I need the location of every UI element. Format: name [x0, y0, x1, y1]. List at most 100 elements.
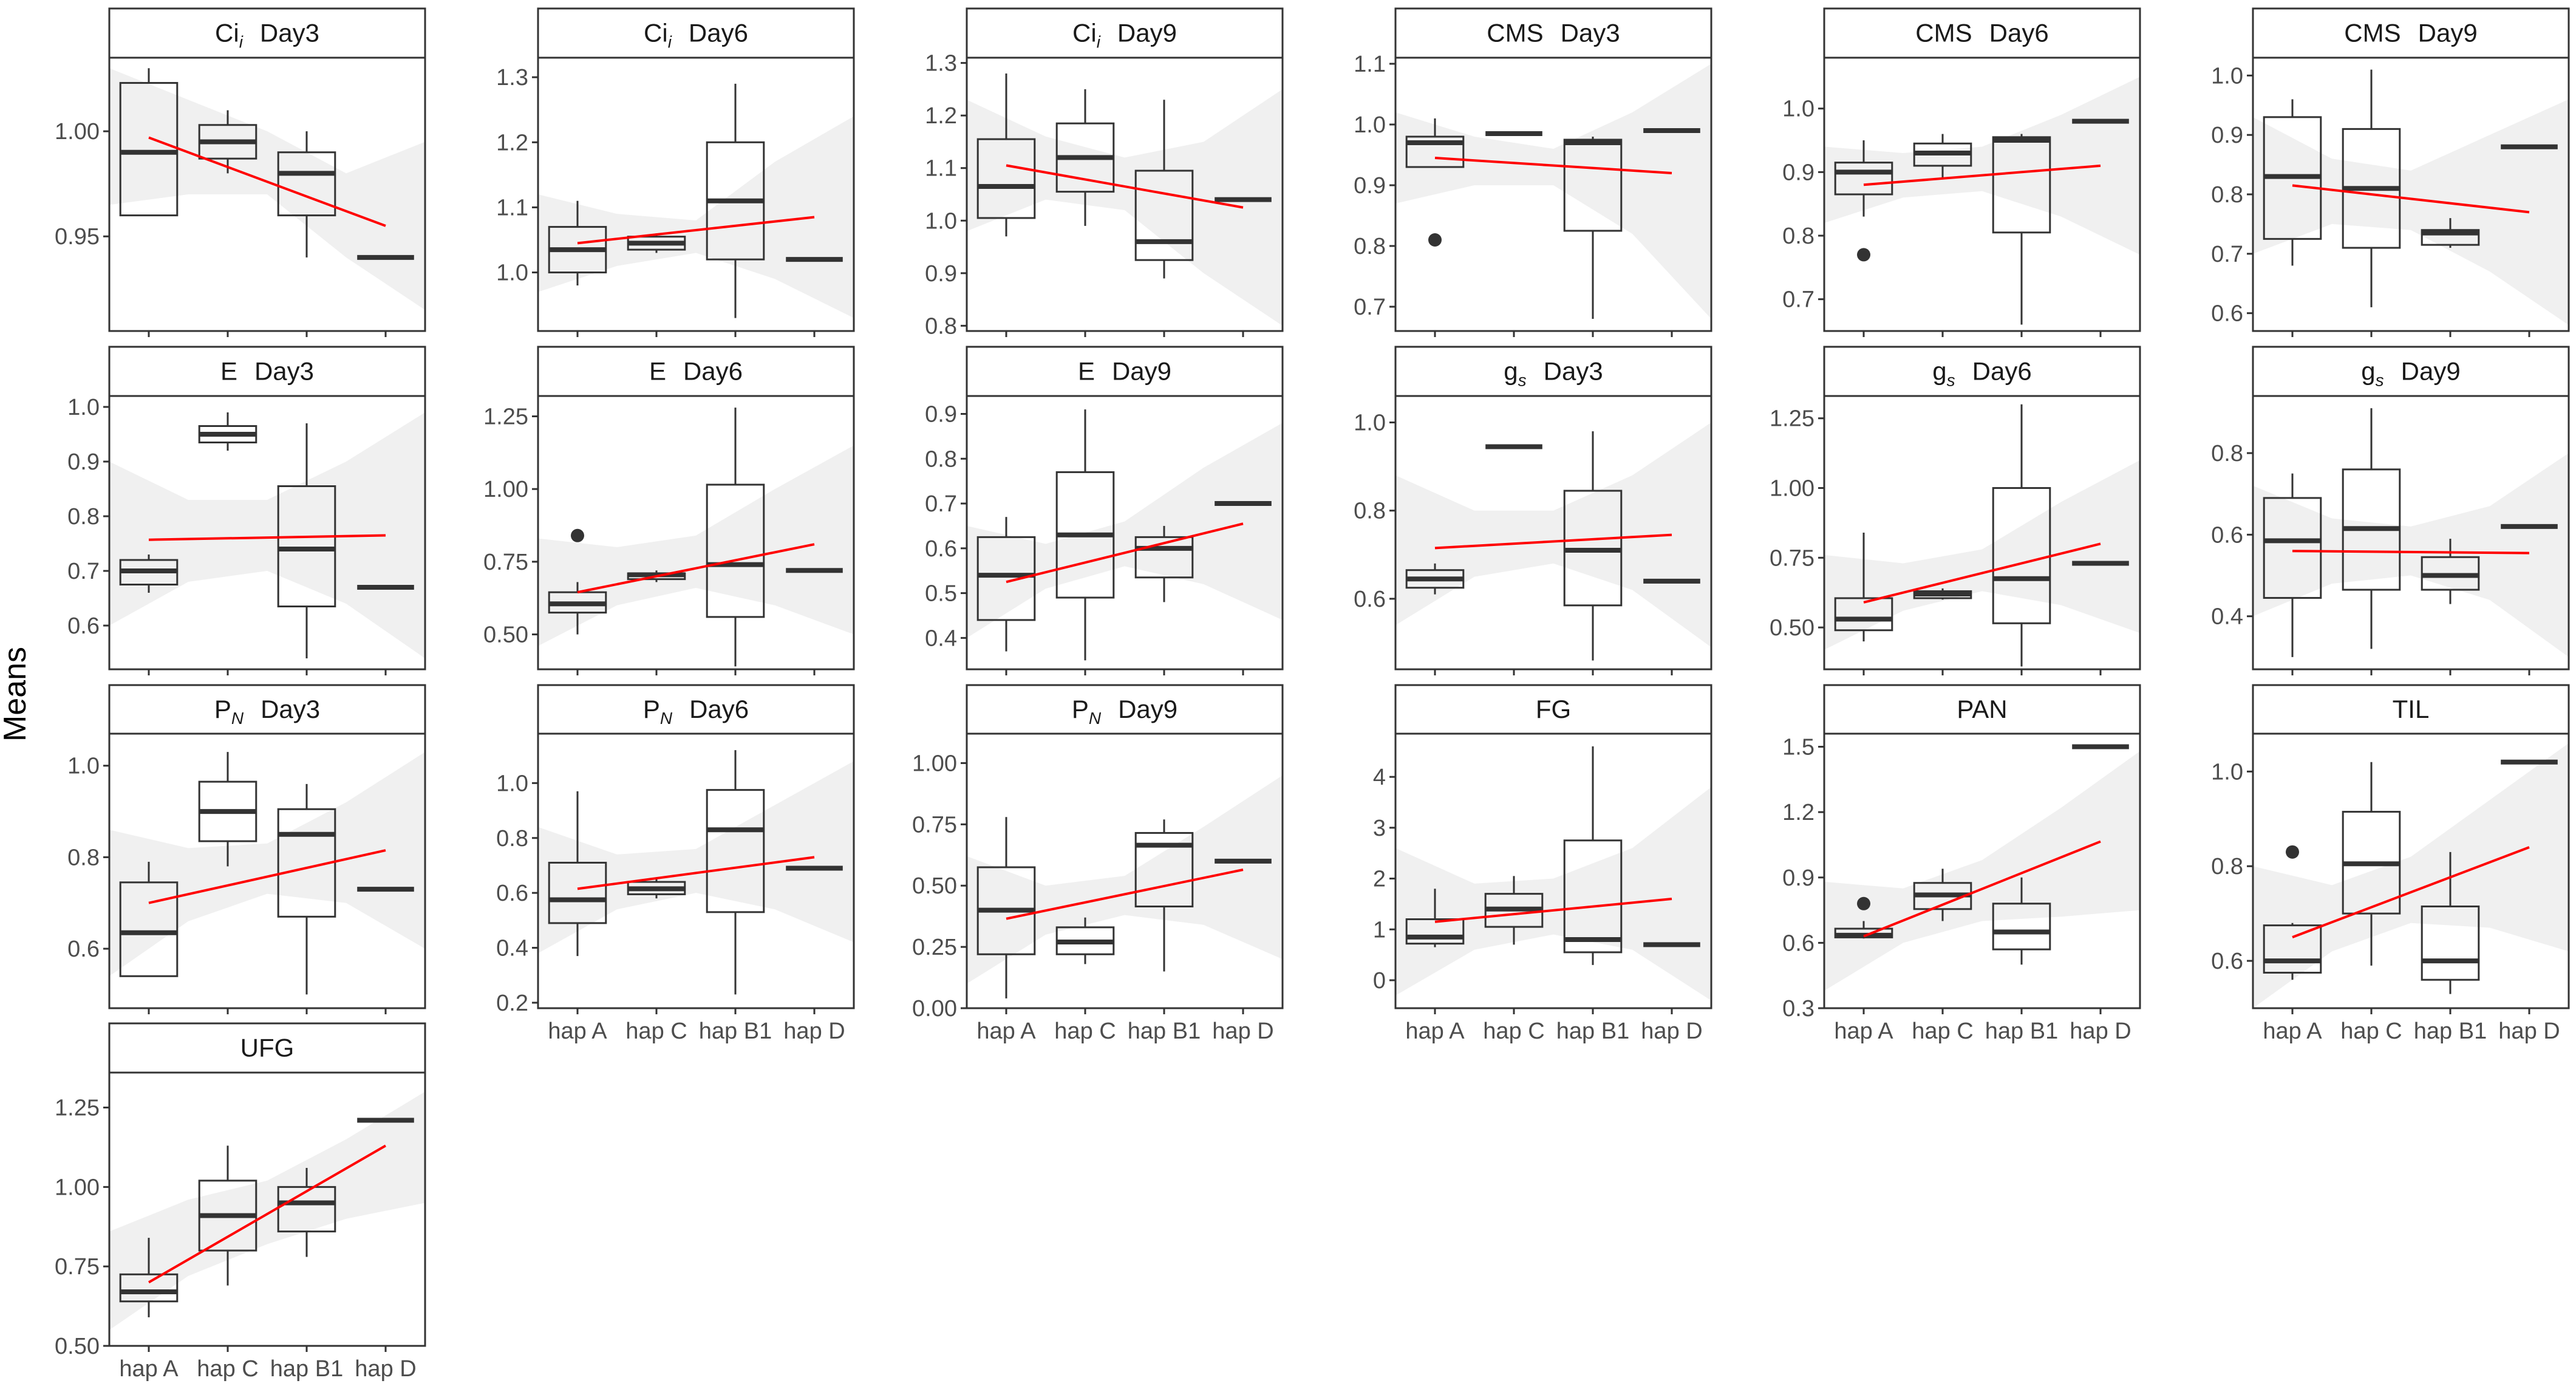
facet-day: Day9 — [1112, 357, 1171, 386]
y-tick-label: 0.6 — [2211, 949, 2243, 974]
trend-line — [577, 856, 815, 890]
facet-variable-subscript: s — [1518, 371, 1527, 390]
facet-variable: g — [2361, 357, 2375, 386]
y-tick-label: 1.00 — [55, 1175, 100, 1200]
facet-variable: CMS — [2344, 19, 2401, 47]
iqr-box — [277, 485, 336, 607]
y-tick-label: 1.25 — [55, 1096, 100, 1121]
facet-panel: PN Day3 0.6 0.8 1.0 — [67, 684, 426, 1014]
confidence-ribbon — [2253, 99, 2569, 326]
confidence-ribbon — [2253, 453, 2569, 657]
facet-variable-subscript: N — [1089, 709, 1102, 728]
facet-variable-subscript: i — [239, 33, 244, 52]
box-hap-c — [1913, 869, 1972, 921]
y-tick-label: 1.0 — [2211, 63, 2243, 89]
y-tick-label: 4 — [1373, 765, 1386, 790]
y-tick-label: 0.95 — [55, 224, 100, 250]
y-tick-label: 0.75 — [55, 1254, 100, 1280]
box-hap-b1 — [2421, 539, 2480, 604]
facet-variable: PAN — [1957, 695, 2007, 723]
panel-border — [1394, 732, 1712, 1009]
facet-panel: Cii Day6 1.0 1.1 1.2 1.3 — [496, 7, 855, 337]
y-tick-label: 0.7 — [67, 559, 100, 584]
y-tick-label: 1 — [1373, 917, 1386, 943]
y-tick-label: 1.0 — [496, 261, 528, 286]
y-tick-label: 0.5 — [925, 581, 957, 607]
x-tick-label: hap C — [1912, 1019, 1973, 1044]
box-hap-a — [548, 791, 607, 957]
outlier-point — [1428, 233, 1442, 247]
box-hap-a — [2263, 99, 2322, 266]
iqr-box — [2263, 497, 2322, 599]
confidence-ribbon — [2253, 743, 2569, 1008]
facet-day: Day3 — [1544, 357, 1603, 386]
y-tick-label: 0.8 — [925, 446, 957, 472]
x-tick-label: hap B1 — [270, 1356, 343, 1382]
y-tick-label: 0.6 — [1354, 587, 1386, 612]
plot-area — [538, 408, 854, 667]
trend-line — [148, 1144, 386, 1284]
facet-variable-subscript: s — [2376, 371, 2384, 390]
y-tick-label: 0.8 — [496, 826, 528, 851]
facet-day: Day3 — [261, 695, 320, 723]
y-tick-label: 1.3 — [925, 51, 957, 77]
facet-variable: TIL — [2393, 695, 2430, 723]
facet-variable: CMS — [1915, 19, 1972, 47]
facet-strip — [2252, 346, 2570, 397]
confidence-ribbon — [109, 412, 425, 658]
iqr-box — [2421, 229, 2480, 246]
outlier-point — [2286, 845, 2299, 859]
y-tick-label: 0.7 — [2211, 242, 2243, 267]
box-hap-b1 — [277, 131, 336, 258]
facet-day: Day6 — [683, 357, 743, 386]
box-hap-c — [1913, 134, 1972, 179]
box-hap-b1 — [1992, 134, 2051, 325]
panel-border — [966, 732, 1284, 1009]
outlier-point — [571, 528, 584, 542]
y-tick-label: 1.0 — [496, 771, 528, 796]
facet-variable: g — [1932, 357, 1946, 386]
y-tick-label: 1.0 — [925, 208, 957, 234]
facet-strip-title: E Day3 — [220, 357, 314, 386]
facet-day: Day3 — [260, 19, 319, 47]
facet-strip-title: FG — [1536, 695, 1571, 723]
y-tick-label: 0.75 — [1770, 545, 1814, 571]
iqr-box — [1134, 169, 1194, 261]
facet-day: Day3 — [1561, 19, 1620, 47]
box-hap-a — [2263, 923, 2322, 980]
box-hap-c — [1055, 409, 1115, 661]
facet-variable: Ci — [1072, 19, 1097, 47]
box-hap-b1 — [1563, 746, 1623, 965]
confidence-ribbon — [1824, 751, 2140, 991]
facet-strip — [966, 7, 1284, 59]
x-tick-label: hap A — [548, 1019, 607, 1044]
plot-area — [1395, 64, 1711, 319]
facet-strip-title: TIL — [2393, 695, 2430, 723]
x-tick-label: hap D — [355, 1356, 416, 1382]
panel-border — [2252, 395, 2570, 671]
box-hap-b1 — [1992, 877, 2051, 965]
y-tick-label: 1.00 — [912, 751, 957, 776]
plot-area — [967, 409, 1283, 661]
facet-strip — [2252, 7, 2570, 59]
x-tick-label: hap C — [1483, 1019, 1544, 1044]
x-tick-label: hap A — [1834, 1019, 1893, 1044]
facet-panel: gs Day6 0.50 0.75 1.00 1.25 — [1770, 346, 2141, 675]
y-tick-label: 1.0 — [67, 754, 100, 779]
confidence-ribbon — [538, 445, 854, 646]
outlier-point — [1857, 896, 1870, 910]
box-hap-a — [1834, 140, 1893, 217]
iqr-box — [706, 789, 765, 913]
iqr-box — [277, 1186, 336, 1233]
facet-day: Day3 — [254, 357, 314, 386]
y-tick-label: 0.9 — [67, 449, 100, 475]
box-hap-c — [627, 879, 686, 899]
box-hap-c — [198, 1145, 257, 1286]
iqr-box — [119, 1273, 179, 1303]
facet-strip — [966, 346, 1284, 397]
box-hap-c — [198, 110, 257, 174]
y-tick-label: 0.8 — [2211, 854, 2243, 879]
y-tick-label: 0.7 — [1782, 287, 1814, 313]
trend-line — [1863, 840, 2101, 938]
facet-strip — [108, 684, 426, 735]
